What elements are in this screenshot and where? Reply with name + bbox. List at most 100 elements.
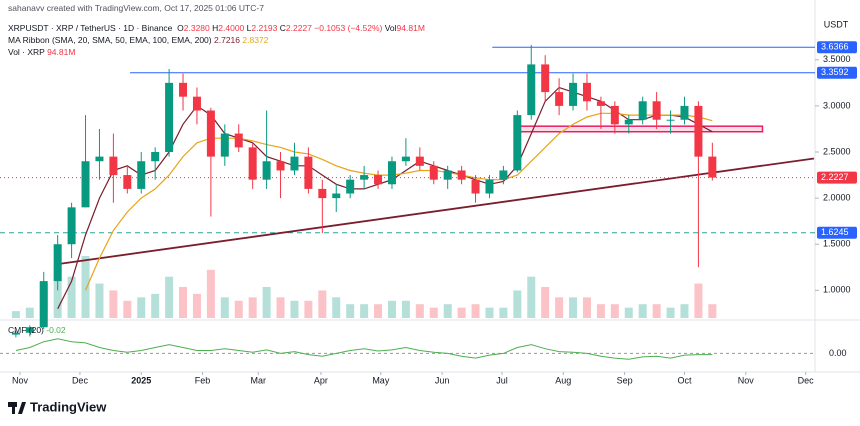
volume-bar [596,304,605,318]
level-label: 3.6366 [821,42,849,52]
x-tick-label: Oct [677,375,692,385]
candle-body [596,101,605,106]
volume-bar [541,287,550,318]
volume-bar [318,290,327,318]
y-tick-label: 2.0000 [823,192,851,202]
x-tick-label: Nov [12,375,29,385]
volume-bar [582,297,591,318]
candle-body [95,156,104,162]
symbol: XRPUSDT · XRP / TetherUS · 1D · Binance [8,23,173,33]
volume-bar [95,283,104,318]
volume-bar [192,293,201,318]
volume-bar [471,304,480,318]
vol-name: Vol · XRP [8,47,45,57]
symbol-line: XRPUSDT · XRP / TetherUS · 1D · Binance … [8,23,425,33]
candle-body [290,156,299,171]
level-tag [817,41,857,54]
ma-value: 2.7216 [214,35,240,45]
volume-bar [25,307,34,318]
vol-line: Vol · XRP 94.81M [8,47,75,57]
volume-bar [415,304,424,318]
x-tick-label: Dec [72,375,89,385]
x-tick-label: May [372,375,390,385]
y-tick-label: 1.5000 [823,239,851,249]
candle-body [220,133,229,157]
unit-label: USDT [824,19,849,29]
candle-body [401,156,410,162]
candle-body [151,152,160,162]
volume-bar [67,276,76,318]
volume-bar [443,304,452,318]
ohlc-label: L [246,23,252,33]
y-tick-label: 2.5000 [823,146,851,156]
vol-last: 94.81M [47,47,76,57]
change: −0.1053 (−4.52%) [314,23,383,33]
volume-bar [290,300,299,318]
volume-bar [680,304,689,318]
x-tick-label: Dec [798,375,815,385]
ohlc-label: C [279,23,286,33]
x-tick-label: Aug [555,375,571,385]
volume-bar [165,276,174,318]
volume-bar [527,276,536,318]
candle-body [694,105,703,157]
candle-body [582,82,591,102]
volume-bar [624,307,633,318]
volume-bar [666,307,675,318]
candle-body [527,64,536,116]
volume-bar [11,311,20,318]
cmf-line: CMF (20) -0.02 [8,325,66,335]
candle-body [346,179,355,194]
ohlc-value: 2.3280 [183,23,210,33]
y-tick-label: 1.0000 [823,285,851,295]
volume-bar [248,297,257,318]
candle-body [39,281,48,328]
x-tick-label: Jul [496,375,508,385]
candle-body [443,170,452,180]
x-tick-label: Feb [195,375,211,385]
candle-body [708,156,717,178]
candle-body [499,170,508,180]
ohlc-label: O [177,23,184,33]
candle-body [332,193,341,199]
volume-bar [53,269,62,318]
volume-bar [234,300,243,318]
x-tick-label: Sep [617,375,633,385]
candle-body [387,161,396,185]
volume-bar [276,297,285,318]
ohlc-value: 2.2193 [251,23,278,33]
volume-bar [499,307,508,318]
resistance-zone [516,125,764,133]
level-label: 1.6245 [821,227,849,237]
vol-value: 94.81M [396,23,425,33]
candle-body [638,101,647,120]
cmf-last: -0.02 [46,325,66,335]
ma-value: 2.8372 [242,35,269,45]
candle-body [234,133,243,148]
cmf-line [15,338,713,360]
volume-bar [179,287,188,318]
volume-bar [569,297,578,318]
candle-body [67,207,76,245]
candle-body [192,96,201,111]
ma-name: MA Ribbon (SMA, 20, SMA, 50, EMA, 100, E… [8,35,212,45]
candle-body [569,82,578,106]
level-tag [817,66,857,79]
candle-body [262,161,271,180]
candle-body [318,188,327,199]
ma-line: MA Ribbon (SMA, 20, SMA, 50, EMA, 100, E… [8,35,268,45]
volume-bar [123,300,132,318]
candle-body [457,170,466,180]
volume-bar [513,290,522,318]
last-price-tag [817,171,857,184]
y-tick-label: 3.5000 [823,54,851,64]
cmf-name: CMF (20) [8,325,44,335]
candle-body [276,161,285,171]
candle-body [81,161,90,208]
last-price-label: 2.2227 [821,172,849,182]
candle-body [485,179,494,194]
volume-bar [457,307,466,318]
candle-body [652,101,661,120]
